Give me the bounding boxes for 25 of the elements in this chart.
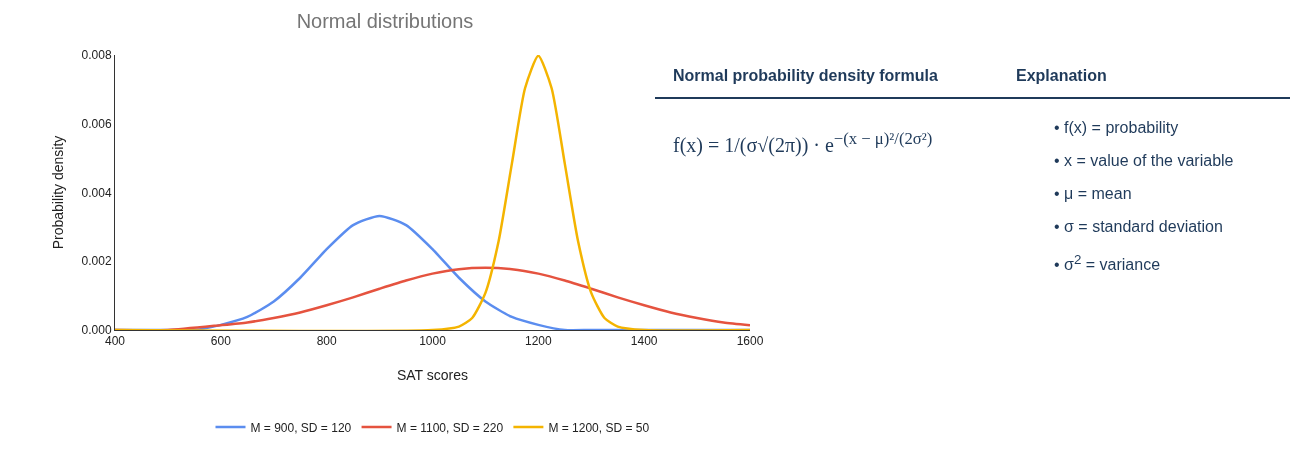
annotation: f(x) = 1/(σ√(2π)) · e$^{−(x − μ)²/(2σ²)}$: [672, 128, 934, 159]
x-tick-label: 1600: [736, 334, 764, 349]
chart-title: Normal distributions: [296, 9, 474, 32]
y-axis-title: Probability density: [50, 135, 67, 250]
text: • μ = mean: [1054, 184, 1133, 204]
x-tick-label: 1400: [630, 334, 658, 349]
legend-label: M = 900, SD = 120: [250, 420, 352, 435]
x-tick-label: 1200: [524, 334, 552, 349]
text: • σ$^{2}$ = variance: [1054, 251, 1162, 276]
x-axis-title: SAT scores: [396, 366, 469, 383]
y-tick-label: 0.002: [81, 254, 112, 269]
x-tick-label: 600: [210, 334, 232, 349]
text: • σ = standard deviation: [1054, 217, 1224, 237]
x-tick-label: 800: [316, 334, 337, 349]
text: • x = value of the variable: [1054, 151, 1234, 171]
annotation: Normal probability density formula: [673, 67, 939, 85]
text: • f(x) = probability: [1054, 118, 1180, 138]
y-tick-label: 0.008: [81, 48, 112, 63]
y-tick-label: 0.004: [81, 185, 112, 200]
x-tick-label: 400: [104, 334, 126, 349]
x-tick-label: 1000: [419, 334, 447, 349]
legend-label: M = 1100, SD = 220: [396, 420, 504, 435]
y-tick-label: 0.006: [81, 116, 112, 131]
legend-label: M = 1200, SD = 50: [548, 420, 650, 435]
text: Explanation: [1016, 67, 1107, 85]
